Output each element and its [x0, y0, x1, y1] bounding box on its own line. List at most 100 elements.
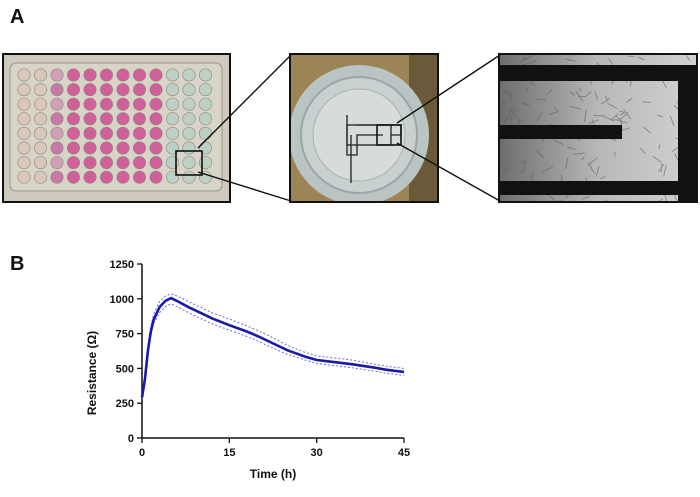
x-axis-ticks: 0 15 30 45	[139, 438, 410, 459]
cell-texture	[568, 105, 582, 110]
plate-well	[199, 126, 213, 140]
plate-well	[116, 97, 130, 111]
cell-texture	[572, 152, 585, 155]
x-tick-label: 15	[223, 447, 235, 459]
cell-texture	[642, 101, 651, 103]
plate-well	[149, 83, 163, 97]
well-plate-photo	[2, 53, 231, 203]
cell-texture	[623, 108, 632, 120]
plate-well	[66, 68, 80, 82]
plate-well	[50, 141, 64, 155]
plate-well	[116, 112, 130, 126]
plate-well	[17, 68, 31, 82]
plate-well	[116, 156, 130, 170]
plate-well	[66, 97, 80, 111]
plate-well	[116, 170, 130, 184]
y-tick-label: 1000	[110, 294, 134, 306]
plate-well	[17, 126, 31, 140]
plate-well	[149, 97, 163, 111]
plate-well	[199, 97, 213, 111]
plate-well	[17, 141, 31, 155]
plate-well	[100, 126, 114, 140]
cell-texture	[578, 87, 582, 92]
plate-well	[166, 141, 180, 155]
cell-texture	[659, 198, 663, 201]
cell-texture	[652, 155, 662, 163]
cell-texture	[673, 104, 679, 111]
plate-well	[17, 170, 31, 184]
cell-texture	[595, 165, 600, 177]
cell-texture	[591, 119, 595, 125]
plate-well	[83, 83, 97, 97]
plate-well	[33, 83, 47, 97]
plate-well	[166, 68, 180, 82]
plate-well	[50, 156, 64, 170]
series-lower-bound	[141, 303, 405, 399]
plate-well	[116, 141, 130, 155]
panel-label-a: A	[10, 6, 25, 28]
plate-well	[83, 170, 97, 184]
plate-well	[33, 141, 47, 155]
plate-well	[33, 97, 47, 111]
cell-texture	[685, 55, 691, 62]
cell-texture	[658, 163, 665, 173]
plate-well	[17, 156, 31, 170]
plate-well	[17, 83, 31, 97]
plate-well	[166, 112, 180, 126]
plate-well	[83, 97, 97, 111]
plate-well	[149, 170, 163, 184]
cell-texture	[553, 140, 564, 146]
y-tick-label: 750	[116, 329, 134, 341]
plate-well	[133, 126, 147, 140]
plate-well	[100, 156, 114, 170]
well-plate-illustration	[4, 55, 229, 201]
x-tick-label: 0	[139, 447, 145, 459]
cell-texture	[594, 91, 599, 100]
plate-well	[182, 68, 196, 82]
plate-well	[83, 68, 97, 82]
y-axis-ticks: 0 250 500 750 1000 1250	[110, 259, 142, 445]
plate-well	[149, 126, 163, 140]
plate-well	[17, 97, 31, 111]
cell-texture	[536, 98, 546, 101]
cell-texture	[516, 120, 521, 125]
cell-texture	[619, 110, 625, 114]
cell-texture	[502, 90, 510, 94]
cell-texture	[503, 114, 510, 124]
micrograph-photo	[498, 53, 698, 203]
plate-well	[100, 141, 114, 155]
plate-well	[166, 126, 180, 140]
y-tick-label: 500	[116, 363, 134, 375]
plate-well	[182, 83, 196, 97]
cell-texture	[673, 193, 678, 201]
plate-well	[100, 112, 114, 126]
cell-texture	[626, 97, 633, 103]
plate-well	[166, 170, 180, 184]
cell-texture	[664, 194, 668, 201]
plate-well	[116, 83, 130, 97]
plate-well	[133, 156, 147, 170]
cell-texture	[603, 116, 615, 122]
plate-well	[149, 141, 163, 155]
micrograph-illustration	[500, 55, 696, 201]
plate-well	[50, 170, 64, 184]
cell-texture	[535, 112, 543, 122]
y-tick-label: 250	[116, 398, 134, 410]
chart-axes	[141, 264, 404, 439]
cell-texture	[606, 102, 618, 109]
plate-well	[133, 97, 147, 111]
y-axis-label: Resistance (Ω)	[85, 331, 99, 415]
cell-texture	[610, 113, 619, 121]
cell-texture	[588, 162, 595, 174]
x-tick-label: 30	[311, 447, 323, 459]
plate-well	[149, 68, 163, 82]
cell-texture	[541, 166, 554, 173]
cell-texture	[619, 112, 625, 116]
plate-well	[66, 170, 80, 184]
plate-well	[100, 170, 114, 184]
cell-texture	[580, 156, 585, 161]
plate-well	[182, 141, 196, 155]
cell-texture	[663, 164, 667, 177]
cell-texture	[549, 110, 560, 115]
cell-texture	[600, 175, 606, 180]
